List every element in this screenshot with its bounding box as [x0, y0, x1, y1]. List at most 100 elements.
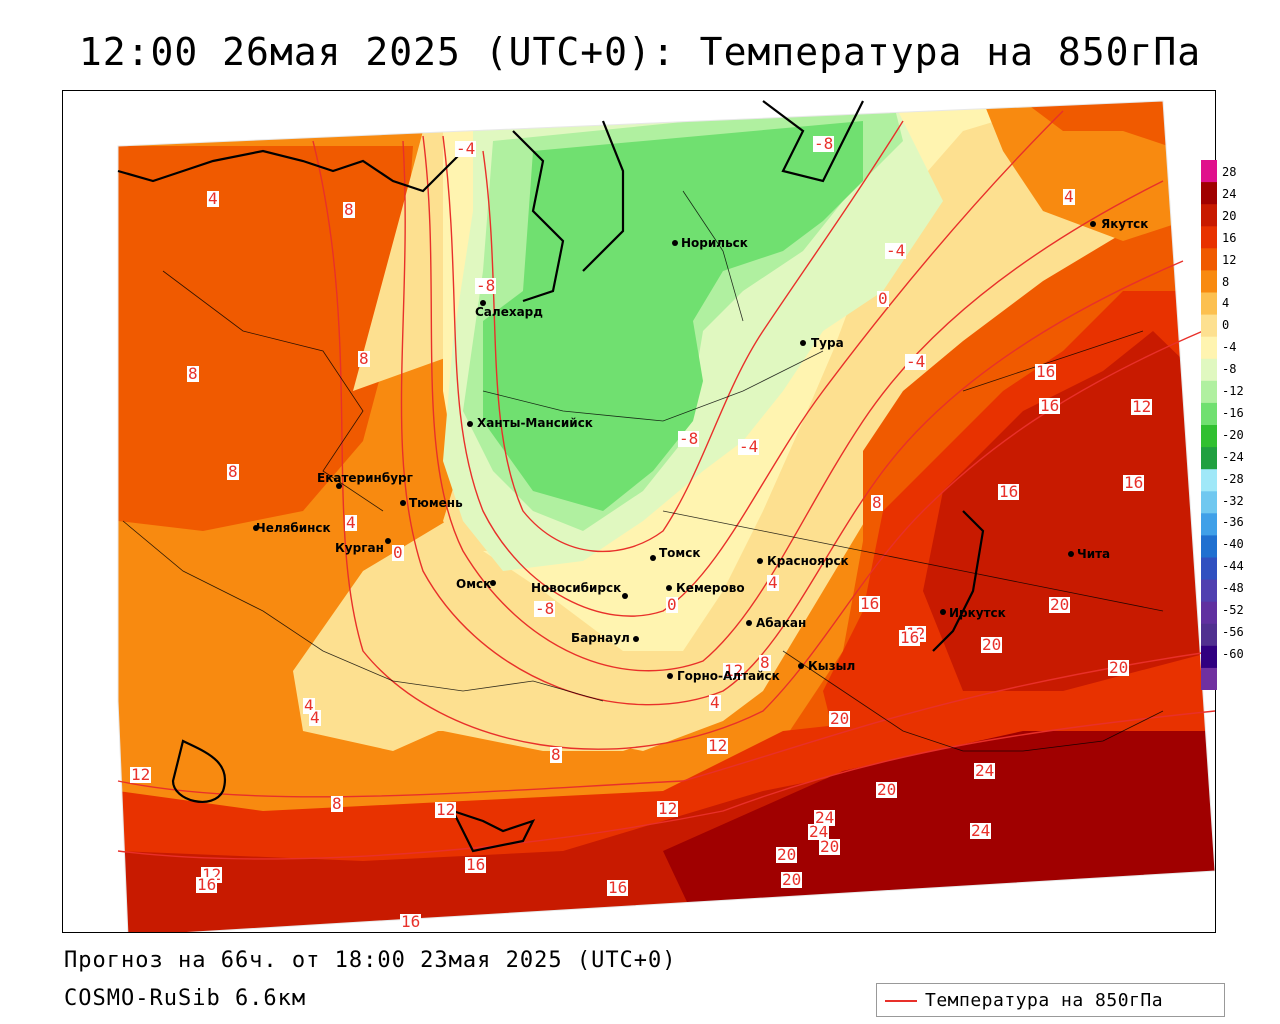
- city-dot: [940, 609, 946, 615]
- contour-label: 8: [759, 653, 771, 672]
- colorbar-segment: [1201, 469, 1217, 492]
- city-label: Томск: [659, 546, 701, 560]
- contour-label: 16: [1039, 396, 1061, 415]
- contour-label: 16: [1123, 473, 1145, 492]
- colorbar-segment: [1201, 623, 1217, 647]
- colorbar-tick-label: -24: [1222, 449, 1244, 464]
- contour-label: 20: [829, 709, 851, 728]
- colorbar-tick-label: -60: [1222, 646, 1244, 661]
- city-dot: [467, 421, 473, 427]
- colorbar-tick-label: 24: [1222, 186, 1237, 201]
- city-dot: [757, 558, 763, 564]
- legend: Температура на 850гПа: [876, 983, 1225, 1017]
- colorbar-tick-label: 12: [1222, 252, 1237, 267]
- contour-label: 12: [723, 661, 745, 680]
- temperature-map: [117, 100, 1215, 932]
- colorbar-tick-label: -32: [1222, 493, 1244, 508]
- colorbar-segment: [1201, 248, 1217, 271]
- contour-label: 12: [657, 799, 679, 818]
- city-label: Тюмень: [409, 496, 463, 510]
- colorbar-segment: [1201, 491, 1217, 514]
- colorbar-tick-label: 4: [1222, 296, 1230, 311]
- forecast-text: Прогноз на 66ч. от 18:00 23мая 2025 (UTC…: [64, 948, 677, 973]
- contour-label: 12: [435, 800, 457, 819]
- colorbar-segment: [1201, 447, 1217, 470]
- contour-label: 4: [709, 693, 721, 712]
- colorbar-segment: [1201, 535, 1217, 558]
- contour-label: 4: [309, 708, 321, 727]
- contour-label: 24: [974, 761, 996, 780]
- city-label: Салехард: [475, 305, 543, 319]
- contour-label: 4: [345, 513, 357, 532]
- colorbar-segment: [1201, 358, 1217, 382]
- map-area: -4 -8 -8 -4 -8 -8 -4 0 -4 4 4 8 8 8 8 4 0 4 0 4 8 12 12 16 16 12 1…: [62, 90, 1216, 933]
- city-label: Норильск: [681, 236, 748, 250]
- colorbar-segment: [1201, 557, 1217, 581]
- city-label: Красноярск: [767, 554, 849, 568]
- city-dot: [650, 555, 656, 561]
- colorbar-tick-label: -4: [1222, 340, 1237, 355]
- contour-label: 16: [400, 912, 422, 931]
- contour-label: 8: [550, 745, 562, 764]
- colorbar-segment: [1201, 667, 1217, 690]
- colorbar: [1201, 160, 1217, 690]
- contour-label: 8: [187, 364, 199, 383]
- colorbar-segment: [1201, 226, 1217, 249]
- contour-label: 8: [331, 794, 343, 813]
- city-dot: [490, 580, 496, 586]
- contour-label: 16: [1035, 362, 1057, 381]
- legend-line-swatch: [885, 1000, 917, 1002]
- city-dot: [622, 593, 628, 599]
- colorbar-tick-label: -52: [1222, 603, 1244, 617]
- city-label: Чита: [1077, 547, 1111, 561]
- contour-label: -8: [813, 134, 835, 153]
- contour-label: 0: [392, 543, 404, 562]
- contour-label: -8: [678, 429, 700, 448]
- city-label: Ханты-Мансийск: [477, 416, 593, 430]
- legend-label: Температура на 850гПа: [925, 990, 1164, 1011]
- city-dot: [746, 620, 752, 626]
- city-dot: [480, 300, 486, 306]
- city-label: Кызыл: [808, 659, 856, 673]
- colorbar-tick-label: -44: [1222, 559, 1244, 574]
- colorbar-tick-label: 8: [1222, 274, 1230, 289]
- city-dot: [666, 585, 672, 591]
- contour-label: 24: [814, 808, 836, 827]
- contour-label: 20: [819, 837, 841, 856]
- contour-label: 20: [776, 845, 798, 864]
- contour-label: 16: [998, 482, 1020, 501]
- contour-label: 16: [465, 855, 487, 874]
- colorbar-tick-label: -28: [1222, 471, 1244, 486]
- city-label: Екатеринбург: [317, 471, 413, 485]
- city-dot: [400, 500, 406, 506]
- city-label: Иркутск: [949, 606, 1006, 620]
- contour-label: 24: [970, 821, 992, 840]
- city-label: Кемерово: [676, 581, 745, 595]
- city-dot: [672, 240, 678, 246]
- contour-label: 16: [196, 875, 218, 894]
- map-title: 12:00 26мая 2025 (UTC+0): Температура на…: [78, 30, 1202, 74]
- city-label: Новосибирск: [531, 581, 622, 595]
- city-label: Якутск: [1101, 217, 1149, 231]
- colorbar-segment: [1201, 182, 1217, 205]
- colorbar-segment: [1201, 402, 1217, 426]
- colorbar-segment: [1201, 579, 1217, 603]
- contour-label: -8: [534, 599, 556, 618]
- city-label: Тура: [811, 336, 844, 350]
- city-dot: [798, 663, 804, 669]
- colorbar-tick-label: -12: [1222, 384, 1244, 398]
- city-dot: [800, 340, 806, 346]
- contour-label: 20: [981, 635, 1003, 654]
- colorbar-tick-label: -36: [1222, 515, 1244, 530]
- contour-label: -4: [885, 241, 907, 260]
- contour-label: 4: [207, 189, 219, 208]
- colorbar-tick-label: -56: [1222, 624, 1244, 639]
- colorbar-tick-label: 28: [1222, 165, 1237, 179]
- city-dot: [336, 483, 342, 489]
- colorbar-tick-label: -8: [1222, 362, 1237, 377]
- contour-label: -4: [738, 437, 760, 456]
- colorbar-segment: [1201, 425, 1217, 448]
- contour-label: 8: [358, 349, 370, 368]
- colorbar-tick-label: 20: [1222, 208, 1237, 223]
- contour-label: 12: [1215, 781, 1216, 797]
